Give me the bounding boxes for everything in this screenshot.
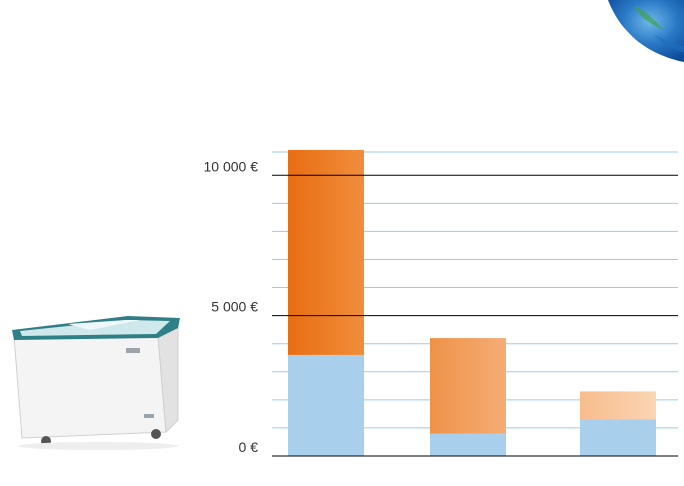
bar-base bbox=[430, 433, 506, 456]
y-tick-label: 5 000 € bbox=[211, 299, 258, 315]
chest-freezer-icon bbox=[12, 316, 180, 450]
bars-layer bbox=[288, 150, 656, 456]
bar-base bbox=[580, 419, 656, 456]
bar-base bbox=[288, 354, 364, 456]
blue-globe-corner-icon bbox=[608, 0, 684, 62]
bar-top bbox=[288, 150, 364, 355]
y-tick-label: 0 € bbox=[239, 439, 259, 455]
bar-top bbox=[430, 338, 506, 434]
tick-labels: 0 € 5 000 € 10 000 € bbox=[204, 158, 678, 457]
y-tick-label: 10 000 € bbox=[204, 158, 259, 174]
bar-top bbox=[580, 391, 656, 420]
